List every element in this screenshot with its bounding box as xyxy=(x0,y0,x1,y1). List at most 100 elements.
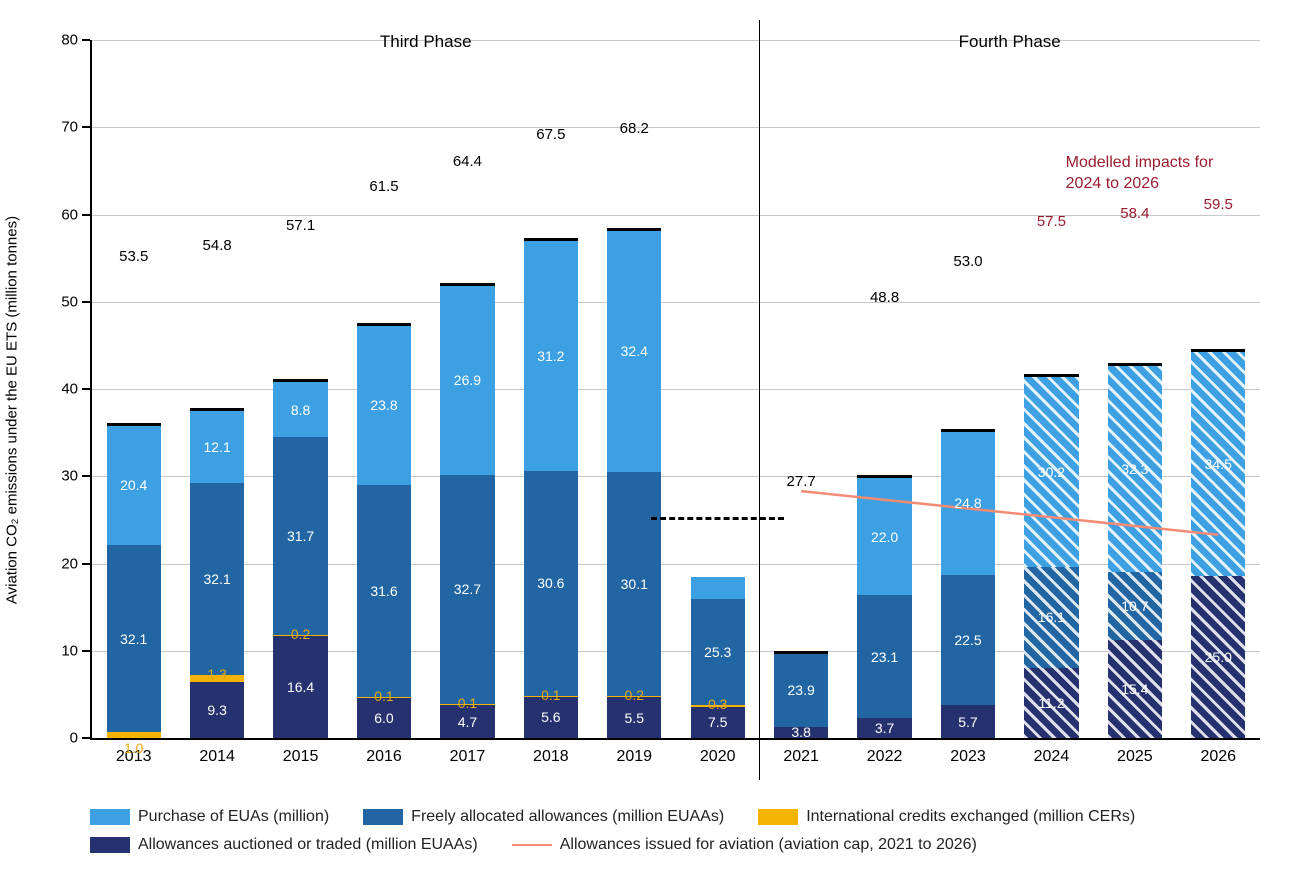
bar-segment-purchase_euas: 20.4 xyxy=(107,426,161,545)
phase-divider xyxy=(759,20,760,780)
gridline xyxy=(92,215,1260,216)
x-tick-label: 2023 xyxy=(950,748,986,766)
segment-value-label: 10.7 xyxy=(1121,598,1148,614)
phase-label-fourth: Fourth Phase xyxy=(959,32,1061,52)
segment-value-label: 0.2 xyxy=(625,687,644,703)
phase-label-third: Third Phase xyxy=(380,32,472,52)
bar-total-label: 54.8 xyxy=(203,237,232,254)
bar-segment-purchase_euas: 32.4 xyxy=(607,231,661,472)
segment-value-label: 9.3 xyxy=(207,702,226,718)
segment-value-label: 15.4 xyxy=(1121,681,1148,697)
bar-segment-purchase_euas: 32.3 xyxy=(1108,366,1162,572)
bar-segment-purchase_euas: 34.5 xyxy=(1191,352,1245,576)
bar-total-label: 58.4 xyxy=(1120,205,1149,222)
bar-2016: 6.00.131.623.861.5 xyxy=(357,201,411,738)
bar-segment-freely_allocated: 32.1 xyxy=(190,483,244,675)
bar-segment-auctioned_traded: 5.7 xyxy=(941,705,995,738)
segment-value-label: 0.1 xyxy=(541,687,560,703)
bar-2023: 5.722.524.853.0 xyxy=(941,276,995,738)
bar-segment-freely_allocated: 23.9 xyxy=(774,654,828,726)
bar-segment-freely_allocated: 10.7 xyxy=(1108,572,1162,640)
bar-total-label: 68.2 xyxy=(620,120,649,137)
bar-segment-international_credits: 0.3 xyxy=(691,705,745,706)
bar-segment-international_credits: 0.1 xyxy=(524,696,578,697)
bar-2021: 3.823.927.7 xyxy=(774,496,828,738)
segment-value-label: 24.8 xyxy=(954,495,981,511)
bar-segment-purchase_euas: 26.9 xyxy=(440,286,494,475)
legend-swatch xyxy=(363,809,403,825)
bar-total-label: 67.5 xyxy=(536,126,565,143)
y-tick-label: 50 xyxy=(61,293,92,310)
segment-value-label: 23.9 xyxy=(788,682,815,698)
segment-value-label: 5.6 xyxy=(541,709,560,725)
x-tick-label: 2015 xyxy=(283,748,319,766)
y-axis-label: Aviation CO₂ emissions under the EU ETS … xyxy=(4,216,21,604)
segment-value-label: 20.4 xyxy=(120,477,147,493)
legend-item-auctioned_traded: Allowances auctioned or traded (million … xyxy=(90,836,478,854)
bar-segment-auctioned_traded: 25.0 xyxy=(1191,576,1245,738)
bar-2025: 15.410.732.358.4 xyxy=(1108,228,1162,738)
segment-value-label: 0.3 xyxy=(708,696,727,712)
bar-segment-auctioned_traded: 5.5 xyxy=(607,697,661,738)
legend: Purchase of EUAs (million)Freely allocat… xyxy=(20,808,1280,854)
segment-value-label: 25.0 xyxy=(1205,649,1232,665)
bar-segment-freely_allocated: 31.7 xyxy=(273,437,327,634)
bar-segment-purchase_euas xyxy=(691,577,745,599)
segment-value-label: 0.1 xyxy=(458,695,477,711)
bar-segment-purchase_euas: 31.2 xyxy=(524,241,578,471)
y-tick-label: 60 xyxy=(61,206,92,223)
segment-value-label: 1.0 xyxy=(124,740,143,756)
bar-segment-international_credits: 1.0 xyxy=(107,732,161,738)
bar-total-label: 53.5 xyxy=(119,248,148,265)
gridline xyxy=(92,564,1260,565)
legend-item-freely_allocated: Freely allocated allowances (million EUA… xyxy=(363,808,724,826)
bar-segment-purchase_euas: 30.2 xyxy=(1024,377,1078,566)
bar-segment-international_credits: 0.2 xyxy=(273,635,327,636)
y-tick-label: 10 xyxy=(61,642,92,659)
bar-total-label: 27.7 xyxy=(787,473,816,490)
x-tick-label: 2014 xyxy=(199,748,235,766)
bar-2014: 9.31.332.112.154.8 xyxy=(190,260,244,738)
segment-value-label: 22.0 xyxy=(871,529,898,545)
bar-segment-freely_allocated: 30.6 xyxy=(524,471,578,696)
modelled-note: Modelled impacts for2024 to 2026 xyxy=(1066,153,1214,195)
gridline xyxy=(92,302,1260,303)
bar-total-label: 48.8 xyxy=(870,289,899,306)
segment-value-label: 26.9 xyxy=(454,372,481,388)
bar-2022: 3.723.122.048.8 xyxy=(857,312,911,738)
legend-label: Freely allocated allowances (million EUA… xyxy=(411,808,724,826)
bar-segment-auctioned_traded: 3.7 xyxy=(857,718,911,738)
bar-segment-international_credits: 1.3 xyxy=(190,675,244,683)
segment-value-label: 34.5 xyxy=(1205,456,1232,472)
bar-2015: 16.40.231.78.857.1 xyxy=(273,240,327,738)
bar-segment-freely_allocated: 32.1 xyxy=(107,545,161,732)
segment-value-label: 5.7 xyxy=(958,714,977,730)
bar-segment-purchase_euas: 8.8 xyxy=(273,382,327,437)
bar-2013: 1.032.120.453.5 xyxy=(107,271,161,738)
bar-total-label: 57.1 xyxy=(286,217,315,234)
modelled-note-line: Modelled impacts for xyxy=(1066,153,1214,174)
legend-label: Allowances issued for aviation (aviation… xyxy=(560,836,977,854)
legend-label: Allowances auctioned or traded (million … xyxy=(138,836,478,854)
segment-value-label: 32.4 xyxy=(621,343,648,359)
segment-value-label: 11.2 xyxy=(1038,695,1064,711)
bar-total-label: 64.4 xyxy=(453,153,482,170)
segment-value-label: 23.8 xyxy=(370,397,397,413)
bar-segment-auctioned_traded: 3.8 xyxy=(774,727,828,738)
x-tick-label: 2020 xyxy=(700,748,736,766)
x-tick-label: 2025 xyxy=(1117,748,1153,766)
bar-segment-freely_allocated: 25.3 xyxy=(691,599,745,705)
bar-total-label: 53.0 xyxy=(953,253,982,270)
legend-label: International credits exchanged (million… xyxy=(806,808,1135,826)
bar-segment-freely_allocated: 23.1 xyxy=(857,595,911,718)
x-tick-label: 2022 xyxy=(867,748,903,766)
segment-value-label: 12.1 xyxy=(204,439,231,455)
bar-segment-purchase_euas: 12.1 xyxy=(190,411,244,483)
bar-total-label: 57.5 xyxy=(1037,213,1066,230)
segment-value-label: 3.8 xyxy=(791,724,810,740)
bar-inner-top-label: 30.5 xyxy=(704,409,731,425)
y-tick-label: 0 xyxy=(70,730,92,747)
legend-swatch xyxy=(512,844,552,847)
bar-2018: 5.60.130.631.267.5 xyxy=(524,149,578,738)
y-tick-label: 30 xyxy=(61,468,92,485)
